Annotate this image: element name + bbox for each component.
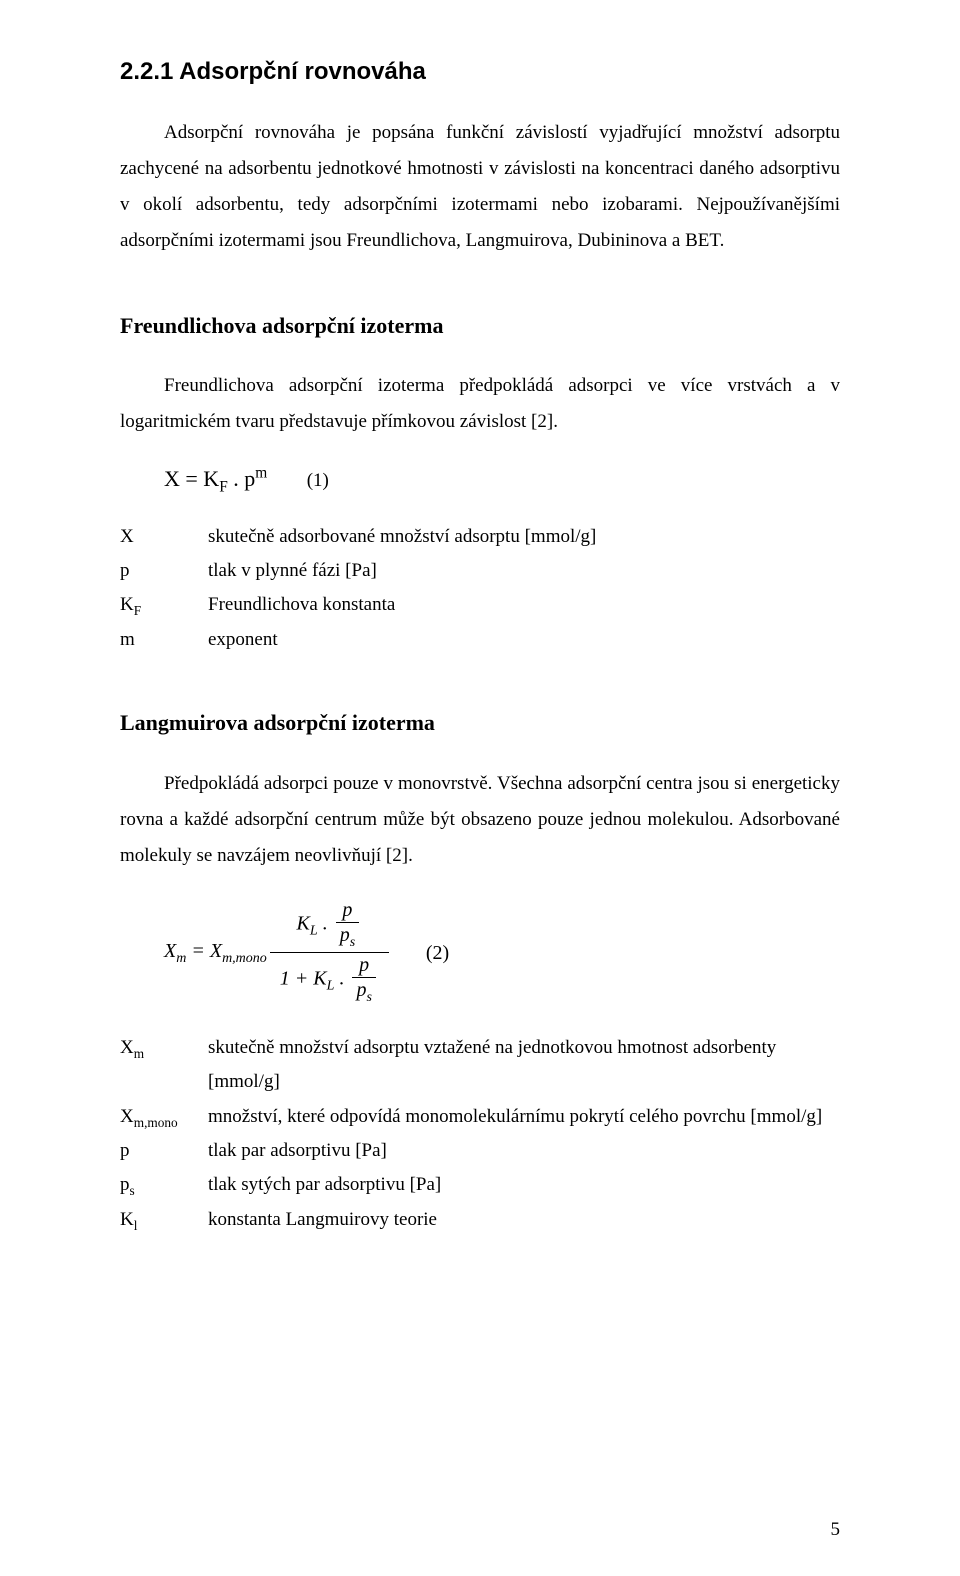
definition-symbol: Xm,mono (120, 1100, 180, 1135)
definition-symbol-sub: m (134, 1046, 144, 1061)
eq2-xmono-sub: m,mono (222, 951, 267, 966)
definition-symbol: Kl (120, 1203, 180, 1238)
definition-description: exponent (208, 623, 278, 657)
eq2-ps-top-sub: s (350, 935, 355, 950)
eq2-ps-bot: p (356, 979, 366, 1001)
eq2-ps-bot-sub: s (366, 990, 371, 1005)
definition-symbol-sub: m,mono (134, 1114, 178, 1129)
eq2-inner-frac-bot: p ps (352, 955, 375, 1005)
definition-symbol: KF (120, 588, 180, 623)
definition-description: konstanta Langmuirovy teorie (208, 1203, 437, 1238)
definition-symbol: X (120, 520, 180, 554)
definition-item: p tlak par adsorptivu [Pa] (120, 1134, 840, 1168)
definition-symbol-sub: l (134, 1218, 138, 1233)
subheading-langmuir: Langmuirova adsorpční izoterma (120, 709, 840, 738)
equation-2: Xm = Xm,mono KL . p ps 1 + KL . p ps (164, 900, 840, 1005)
eq2-outer-fraction: KL . p ps 1 + KL . p ps (270, 900, 389, 1005)
paragraph-intro: Adsorpční rovnováha je popsána funkční z… (120, 115, 840, 259)
definition-symbol: p (120, 554, 180, 588)
eq2-equals: = (191, 940, 210, 962)
definitions-list-2: Xm skutečně množství adsorptu vztažené na… (120, 1031, 840, 1238)
eq2-K-top-sub: L (310, 924, 318, 939)
eq2-one-plus: 1 + (280, 968, 314, 990)
eq1-sub-f: F (219, 479, 228, 496)
definition-item: m exponent (120, 623, 840, 657)
definition-symbol-sub: s (130, 1183, 135, 1198)
definition-item: Kl konstanta Langmuirovy teorie (120, 1203, 840, 1238)
eq2-number: (2) (426, 934, 449, 972)
eq1-sup-m: m (255, 465, 267, 482)
definition-item: Xm skutečně množství adsorptu vztažené na… (120, 1031, 840, 1099)
definition-item: p tlak v plynné fázi [Pa] (120, 554, 840, 588)
definitions-list-1: Xskutečně adsorbované množství adsorptu … (120, 520, 840, 657)
definition-description: skutečně adsorbované množství adsorptu [… (208, 520, 596, 554)
eq2-ps-top: p (340, 924, 350, 946)
equation-1: X = KF . pm (1) (164, 458, 840, 502)
eq2-p-bot: p (355, 955, 373, 977)
definition-description: skutečně množství adsorptu vztažené na j… (208, 1031, 840, 1099)
eq2-K-top: K (297, 913, 310, 935)
definition-item: Xm,mono množství, které odpovídá monomole… (120, 1100, 840, 1135)
definition-item: ps tlak sytých par adsorptivu [Pa] (120, 1168, 840, 1203)
eq2-p-top: p (338, 900, 356, 922)
eq2-K-bot: K (313, 968, 326, 990)
eq2-xmono: X (210, 940, 222, 962)
definition-description: Freundlichova konstanta (208, 588, 395, 623)
definition-symbol: Xm (120, 1031, 180, 1099)
section-heading: 2.2.1 Adsorpční rovnováha (120, 56, 840, 87)
definition-item: Xskutečně adsorbované množství adsorptu … (120, 520, 840, 554)
subheading-freundlich: Freundlichova adsorpční izoterma (120, 312, 840, 341)
page-number: 5 (831, 1512, 841, 1548)
definition-description: množství, které odpovídá monomolekulární… (208, 1100, 822, 1135)
eq1-number: (1) (307, 470, 329, 491)
definition-item: KF Freundlichova konstanta (120, 588, 840, 623)
definition-symbol: p (120, 1134, 180, 1168)
eq1-part-b: . p (228, 466, 256, 491)
eq2-dot-bot: . (334, 968, 349, 990)
definition-symbol: ps (120, 1168, 180, 1203)
eq2-xm-sub: m (176, 951, 186, 966)
definition-description: tlak sytých par adsorptivu [Pa] (208, 1168, 441, 1203)
eq2-xm: X (164, 940, 176, 962)
definition-description: tlak v plynné fázi [Pa] (208, 554, 377, 588)
paragraph-freundlich: Freundlichova adsorpční izoterma předpok… (120, 368, 840, 440)
eq2-dot-top: . (318, 913, 333, 935)
document-page: 2.2.1 Adsorpční rovnováha Adsorpční rovn… (0, 0, 960, 1576)
paragraph-langmuir: Předpokládá adsorpci pouze v monovrstvě.… (120, 766, 840, 874)
definition-description: tlak par adsorptivu [Pa] (208, 1134, 387, 1168)
eq1-part-a: X = K (164, 466, 219, 491)
definition-symbol: m (120, 623, 180, 657)
definition-symbol-sub: F (134, 603, 141, 618)
eq2-inner-frac-top: p ps (336, 900, 359, 950)
